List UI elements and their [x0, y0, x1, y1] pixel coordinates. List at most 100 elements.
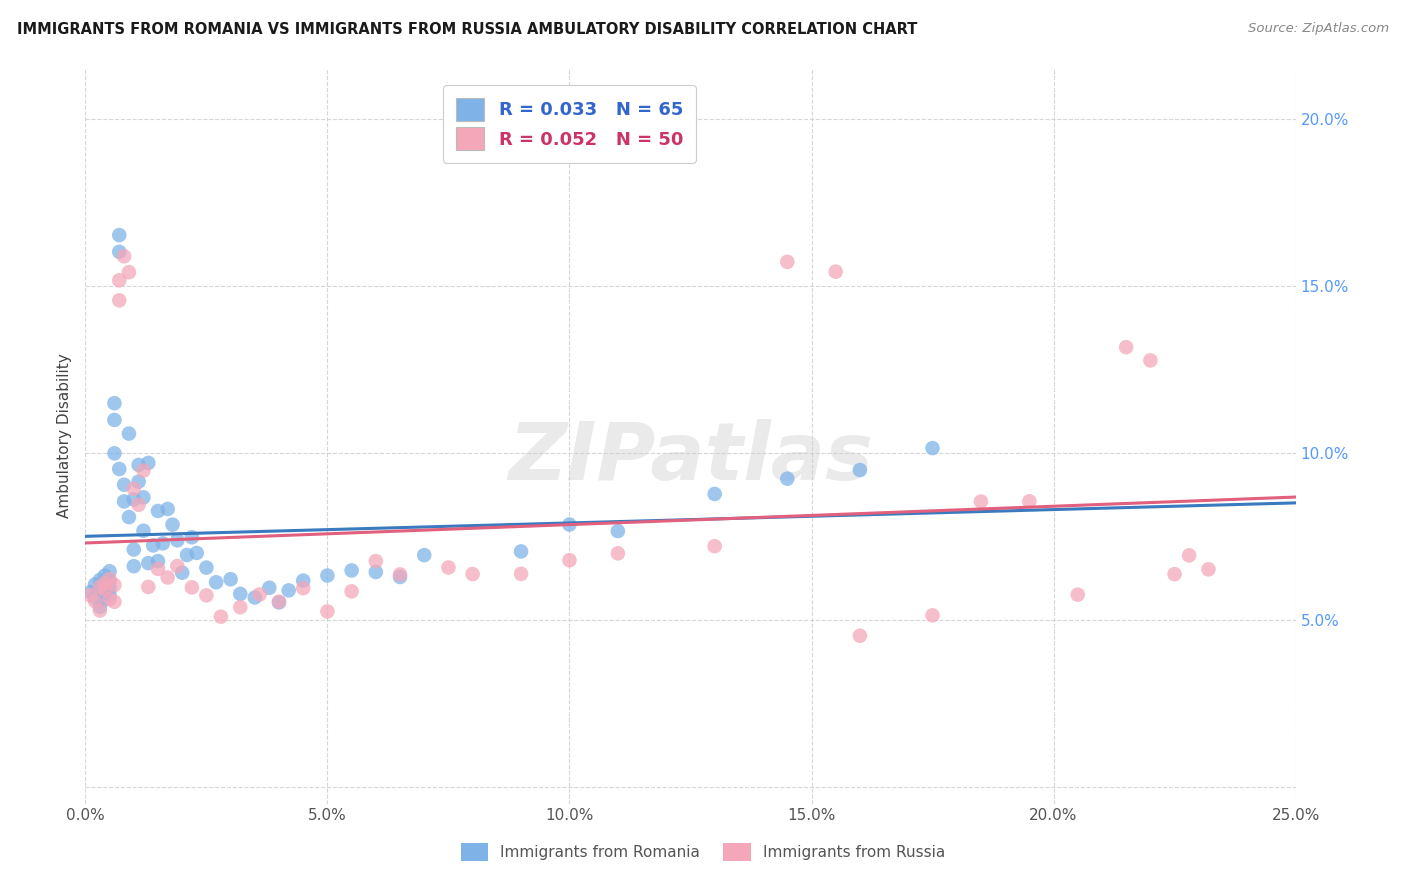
Point	[112, 477, 135, 491]
Point	[146, 504, 169, 518]
Point	[122, 492, 145, 507]
Point	[166, 559, 188, 574]
Point	[79, 588, 101, 602]
Point	[606, 546, 628, 560]
Point	[1197, 562, 1219, 576]
Point	[209, 609, 232, 624]
Point	[146, 554, 169, 568]
Point	[776, 472, 799, 486]
Point	[1018, 494, 1040, 508]
Point	[89, 580, 111, 594]
Point	[776, 255, 799, 269]
Point	[128, 498, 150, 512]
Point	[176, 548, 198, 562]
Point	[921, 608, 943, 623]
Point	[249, 587, 271, 601]
Point	[93, 585, 115, 599]
Point	[98, 574, 121, 589]
Point	[103, 446, 125, 460]
Point	[166, 533, 188, 548]
Point	[84, 594, 107, 608]
Point	[364, 565, 387, 579]
Point	[98, 581, 121, 595]
Point	[89, 573, 111, 587]
Point	[128, 475, 150, 489]
Point	[413, 548, 436, 562]
Point	[108, 462, 131, 476]
Point	[103, 578, 125, 592]
Point	[108, 293, 131, 308]
Point	[118, 510, 141, 524]
Point	[921, 441, 943, 455]
Point	[703, 487, 725, 501]
Point	[1178, 549, 1201, 563]
Point	[118, 426, 141, 441]
Point	[93, 582, 115, 597]
Point	[1067, 588, 1090, 602]
Point	[364, 554, 387, 568]
Point	[277, 583, 299, 598]
Point	[510, 566, 533, 581]
Point	[1139, 353, 1161, 368]
Point	[89, 599, 111, 614]
Point	[259, 581, 281, 595]
Point	[93, 592, 115, 607]
Point	[824, 265, 846, 279]
Point	[703, 539, 725, 553]
Point	[122, 542, 145, 557]
Point	[1115, 340, 1137, 354]
Point	[136, 580, 159, 594]
Text: Source: ZipAtlas.com: Source: ZipAtlas.com	[1249, 22, 1389, 36]
Point	[316, 568, 339, 582]
Point	[136, 456, 159, 470]
Point	[229, 600, 252, 615]
Legend: Immigrants from Romania, Immigrants from Russia: Immigrants from Romania, Immigrants from…	[453, 836, 953, 868]
Point	[195, 588, 218, 602]
Point	[172, 566, 194, 580]
Point	[84, 591, 107, 605]
Point	[437, 560, 460, 574]
Point	[132, 524, 155, 538]
Point	[146, 562, 169, 576]
Point	[849, 463, 872, 477]
Point	[103, 595, 125, 609]
Point	[93, 568, 115, 582]
Point	[558, 553, 581, 567]
Point	[128, 458, 150, 472]
Point	[606, 524, 628, 538]
Point	[267, 595, 290, 609]
Point	[122, 559, 145, 574]
Point	[89, 580, 111, 594]
Point	[389, 567, 412, 582]
Point	[229, 587, 252, 601]
Y-axis label: Ambulatory Disability: Ambulatory Disability	[58, 354, 72, 518]
Point	[195, 560, 218, 574]
Point	[136, 556, 159, 570]
Point	[118, 265, 141, 279]
Point	[340, 584, 363, 599]
Point	[122, 482, 145, 496]
Point	[219, 572, 242, 586]
Text: ZIPatlas: ZIPatlas	[508, 419, 873, 497]
Point	[156, 570, 179, 584]
Point	[970, 494, 993, 508]
Point	[180, 580, 202, 594]
Legend: R = 0.033   N = 65, R = 0.052   N = 50: R = 0.033 N = 65, R = 0.052 N = 50	[443, 85, 696, 163]
Point	[108, 228, 131, 243]
Point	[108, 273, 131, 287]
Point	[243, 591, 266, 605]
Point	[1163, 567, 1185, 582]
Point	[103, 396, 125, 410]
Point	[98, 588, 121, 602]
Point	[108, 244, 131, 259]
Point	[84, 577, 107, 591]
Point	[180, 530, 202, 544]
Point	[142, 538, 165, 552]
Point	[98, 592, 121, 607]
Point	[112, 494, 135, 508]
Point	[292, 574, 315, 588]
Point	[292, 581, 315, 595]
Point	[461, 567, 484, 582]
Point	[132, 464, 155, 478]
Point	[103, 413, 125, 427]
